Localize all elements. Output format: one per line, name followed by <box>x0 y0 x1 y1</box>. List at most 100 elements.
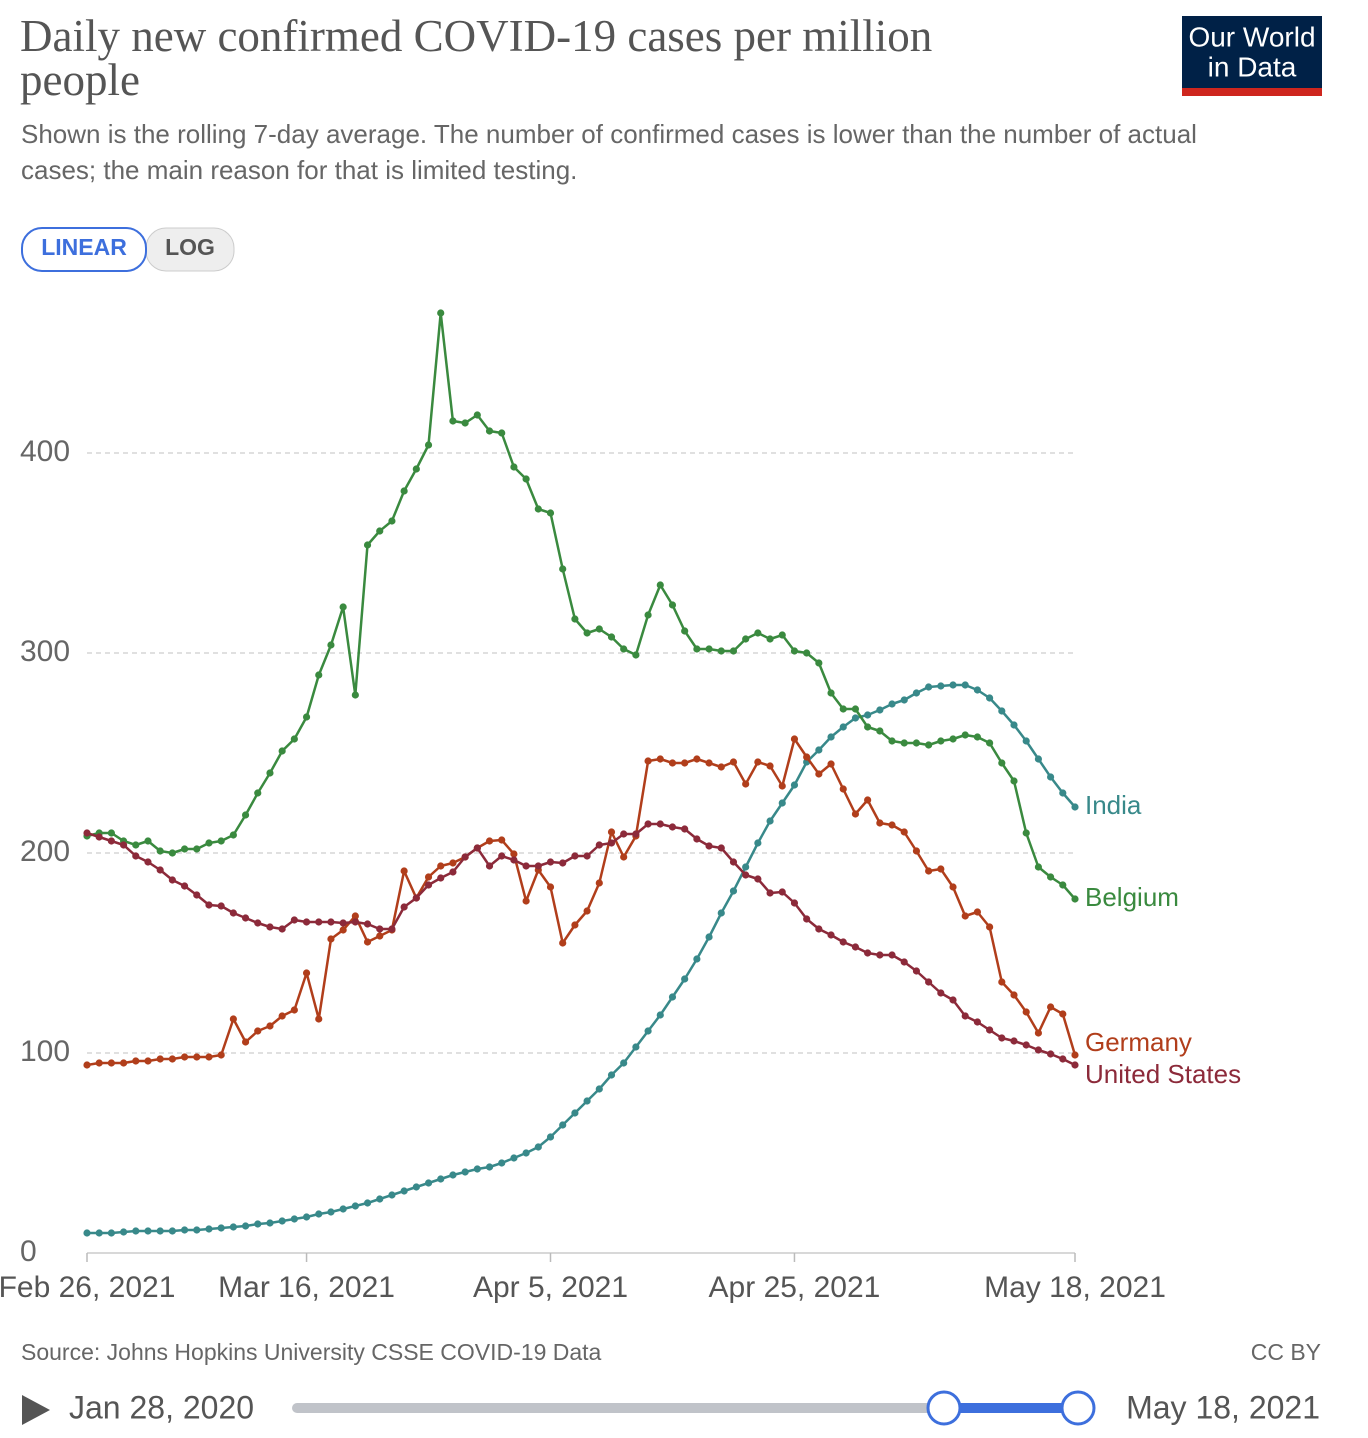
data-point <box>620 1059 628 1067</box>
timeline-handle[interactable] <box>926 1390 962 1426</box>
data-point <box>132 852 140 860</box>
data-point <box>632 651 640 659</box>
data-point <box>937 865 945 873</box>
data-point <box>851 810 860 818</box>
data-point <box>339 919 347 927</box>
data-point <box>193 1053 201 1061</box>
logo[interactable] <box>1182 16 1322 88</box>
data-point <box>681 759 689 767</box>
data-point <box>132 1057 140 1065</box>
data-point <box>937 737 945 745</box>
data-point <box>241 1222 250 1230</box>
data-point <box>620 830 628 838</box>
data-point <box>851 714 860 722</box>
data-point <box>790 899 799 907</box>
timeline-handle[interactable] <box>1060 1390 1096 1426</box>
data-point <box>534 1143 542 1151</box>
data-point <box>144 837 152 845</box>
data-point <box>254 1220 262 1228</box>
y-tick-label: 100 <box>20 1035 70 1068</box>
data-point <box>119 841 128 849</box>
data-point <box>778 782 786 790</box>
data-point <box>485 1163 494 1171</box>
data-point <box>742 635 750 643</box>
data-point <box>400 487 408 495</box>
data-point <box>961 731 969 739</box>
data-point <box>949 735 957 743</box>
data-point <box>388 925 396 933</box>
data-point <box>998 759 1006 767</box>
data-point <box>1047 1003 1055 1011</box>
data-point <box>1022 737 1030 745</box>
data-point <box>632 830 640 838</box>
data-point <box>876 819 884 827</box>
data-point <box>1034 1046 1043 1054</box>
data-point <box>180 1053 189 1061</box>
data-point <box>83 829 91 837</box>
data-point <box>437 862 445 870</box>
data-point <box>1022 1008 1030 1016</box>
data-point <box>1071 1051 1079 1059</box>
data-point <box>559 939 567 947</box>
data-point <box>156 847 164 855</box>
data-point <box>461 419 469 427</box>
data-point <box>132 841 140 849</box>
data-point <box>595 1085 603 1093</box>
data-point <box>168 876 176 884</box>
data-point <box>717 647 725 655</box>
data-point <box>290 735 298 743</box>
data-point <box>827 689 835 697</box>
data-point <box>473 411 481 419</box>
data-point <box>937 989 945 997</box>
data-point <box>546 1133 555 1141</box>
data-point <box>681 825 689 833</box>
data-point <box>986 1026 994 1034</box>
data-point <box>193 845 201 853</box>
data-point <box>449 417 457 425</box>
data-point <box>302 969 311 977</box>
data-point <box>461 853 469 861</box>
data-point <box>693 645 701 653</box>
data-point <box>790 647 799 655</box>
data-point <box>412 1183 420 1191</box>
data-point <box>498 429 506 437</box>
data-point <box>437 874 445 882</box>
data-point <box>302 918 311 926</box>
data-point <box>327 1208 335 1216</box>
y-tick-label: 400 <box>20 435 70 468</box>
linear-button[interactable] <box>21 227 147 272</box>
data-point <box>534 505 542 513</box>
data-point <box>571 615 579 623</box>
data-point <box>193 891 201 899</box>
data-point <box>851 705 860 713</box>
data-point <box>839 723 847 731</box>
data-point <box>437 1175 445 1183</box>
data-point <box>571 852 579 860</box>
data-point <box>717 844 725 852</box>
data-point <box>217 1051 225 1059</box>
data-point <box>912 739 921 747</box>
data-point <box>729 647 738 655</box>
data-point <box>839 938 847 946</box>
data-point <box>266 923 274 931</box>
data-point <box>327 641 335 649</box>
data-point <box>986 739 994 747</box>
data-point <box>656 1011 664 1019</box>
data-point <box>266 769 274 777</box>
data-point <box>546 858 555 866</box>
data-point <box>973 1018 982 1026</box>
data-point <box>83 1229 91 1237</box>
data-point <box>668 601 677 609</box>
data-point <box>1010 1037 1018 1045</box>
data-point <box>717 763 725 771</box>
data-point <box>290 1006 298 1014</box>
data-point <box>607 839 616 847</box>
data-point <box>644 820 652 828</box>
data-point <box>729 858 738 866</box>
logo-text: in Data <box>1208 51 1297 82</box>
data-point <box>510 856 518 864</box>
play-button[interactable] <box>22 1395 50 1425</box>
data-point <box>864 723 872 731</box>
series-label: Belgium <box>1085 882 1179 912</box>
